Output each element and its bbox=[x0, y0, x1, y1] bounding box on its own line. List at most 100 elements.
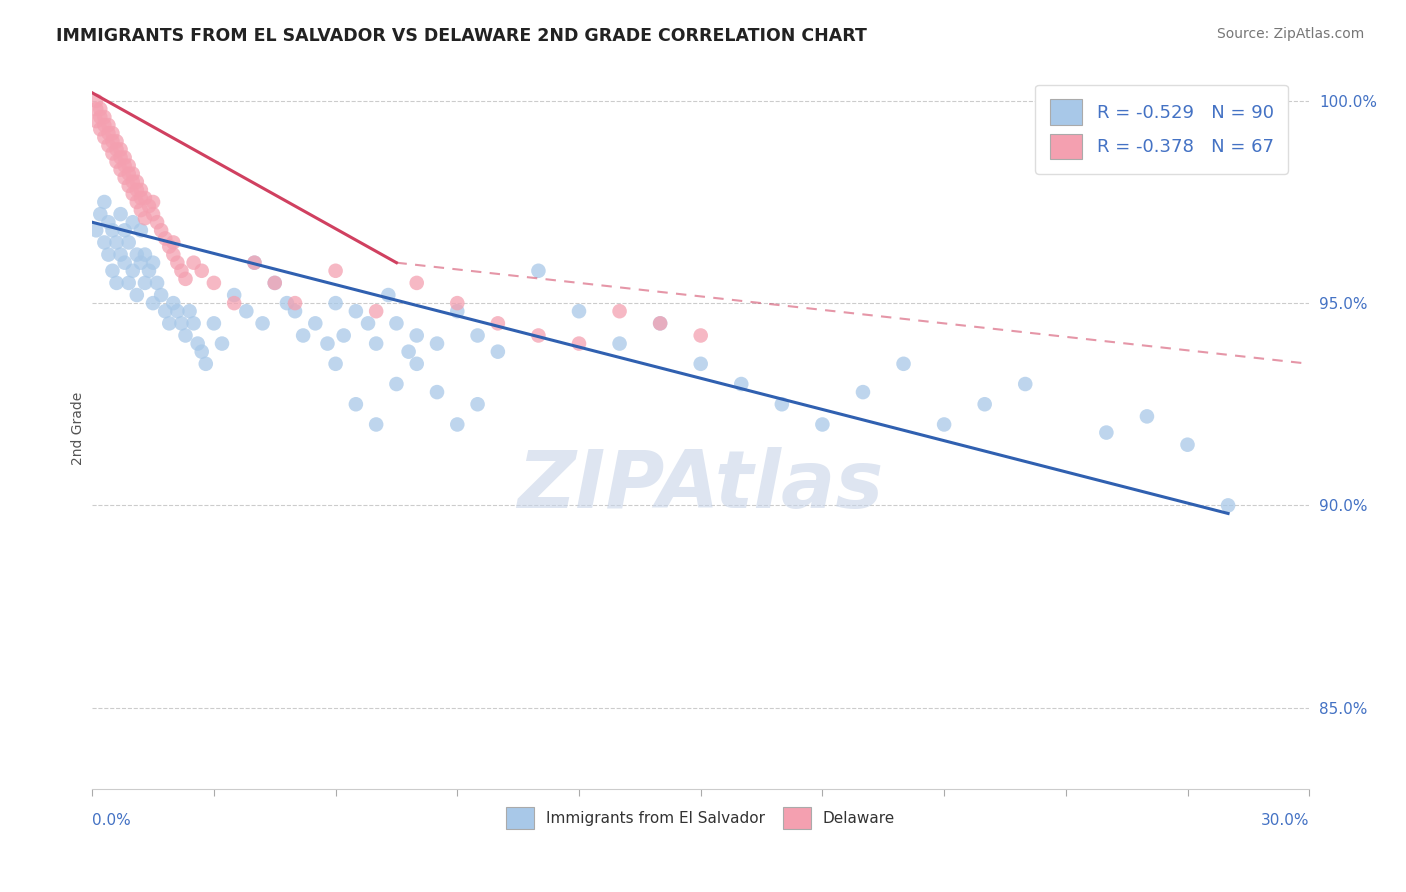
Point bbox=[118, 167, 141, 181]
Point bbox=[467, 328, 489, 343]
Point bbox=[114, 223, 136, 237]
Point bbox=[183, 255, 205, 269]
Text: 0.0%: 0.0% bbox=[93, 813, 131, 828]
Point bbox=[446, 417, 468, 432]
Point bbox=[146, 215, 169, 229]
Point bbox=[170, 264, 193, 278]
Point bbox=[486, 344, 509, 359]
Point bbox=[263, 276, 285, 290]
Point bbox=[97, 138, 120, 153]
Point bbox=[110, 207, 132, 221]
Point bbox=[1014, 377, 1036, 392]
Point bbox=[527, 328, 550, 343]
Point bbox=[568, 336, 591, 351]
Point bbox=[125, 175, 148, 189]
Point bbox=[174, 328, 197, 343]
Point bbox=[142, 296, 165, 310]
Point bbox=[121, 175, 143, 189]
Point bbox=[344, 304, 367, 318]
Point bbox=[852, 385, 875, 400]
Point bbox=[118, 235, 141, 250]
Point bbox=[332, 328, 354, 343]
Text: 30.0%: 30.0% bbox=[1261, 813, 1309, 828]
Point bbox=[187, 336, 209, 351]
Point bbox=[134, 211, 156, 226]
Point bbox=[609, 336, 631, 351]
Point bbox=[89, 122, 111, 136]
Point bbox=[84, 94, 107, 108]
Point bbox=[276, 296, 298, 310]
Point bbox=[366, 304, 388, 318]
Point bbox=[84, 114, 107, 128]
Point bbox=[105, 235, 128, 250]
Point bbox=[263, 276, 285, 290]
Point bbox=[134, 276, 156, 290]
Point bbox=[118, 276, 141, 290]
Point bbox=[893, 357, 915, 371]
Point bbox=[129, 183, 152, 197]
Point bbox=[84, 223, 107, 237]
Point bbox=[325, 296, 347, 310]
Point bbox=[121, 167, 143, 181]
Point bbox=[730, 377, 752, 392]
Point bbox=[105, 276, 128, 290]
Point bbox=[110, 143, 132, 157]
Point bbox=[405, 357, 427, 371]
Point bbox=[142, 255, 165, 269]
Point bbox=[157, 317, 180, 331]
Point bbox=[689, 357, 711, 371]
Point bbox=[1177, 438, 1199, 452]
Point bbox=[166, 304, 188, 318]
Point bbox=[1136, 409, 1159, 424]
Point bbox=[174, 272, 197, 286]
Point bbox=[357, 317, 380, 331]
Point bbox=[689, 328, 711, 343]
Legend: Immigrants from El Salvador, Delaware: Immigrants from El Salvador, Delaware bbox=[501, 801, 901, 835]
Text: ZIPAtlas: ZIPAtlas bbox=[517, 447, 884, 525]
Point bbox=[89, 110, 111, 124]
Point bbox=[190, 264, 212, 278]
Point bbox=[284, 296, 307, 310]
Text: Source: ZipAtlas.com: Source: ZipAtlas.com bbox=[1216, 27, 1364, 41]
Point bbox=[125, 183, 148, 197]
Point bbox=[190, 344, 212, 359]
Text: IMMIGRANTS FROM EL SALVADOR VS DELAWARE 2ND GRADE CORRELATION CHART: IMMIGRANTS FROM EL SALVADOR VS DELAWARE … bbox=[56, 27, 868, 45]
Point bbox=[650, 317, 672, 331]
Point bbox=[467, 397, 489, 411]
Point bbox=[344, 397, 367, 411]
Point bbox=[316, 336, 339, 351]
Point bbox=[142, 194, 165, 209]
Point bbox=[121, 264, 143, 278]
Point bbox=[194, 357, 217, 371]
Point bbox=[101, 223, 124, 237]
Point bbox=[84, 102, 107, 116]
Point bbox=[129, 255, 152, 269]
Point bbox=[105, 143, 128, 157]
Point bbox=[486, 317, 509, 331]
Point bbox=[304, 317, 326, 331]
Point bbox=[93, 130, 115, 145]
Point bbox=[170, 317, 193, 331]
Point bbox=[1216, 499, 1239, 513]
Point bbox=[398, 344, 420, 359]
Point bbox=[202, 317, 225, 331]
Point bbox=[150, 223, 173, 237]
Point bbox=[93, 194, 115, 209]
Point bbox=[125, 247, 148, 261]
Point bbox=[183, 317, 205, 331]
Point bbox=[426, 385, 449, 400]
Point bbox=[134, 247, 156, 261]
Point bbox=[101, 134, 124, 148]
Point bbox=[252, 317, 274, 331]
Point bbox=[224, 288, 246, 302]
Point bbox=[811, 417, 834, 432]
Point bbox=[1095, 425, 1118, 440]
Point bbox=[110, 162, 132, 177]
Point bbox=[101, 264, 124, 278]
Point bbox=[211, 336, 233, 351]
Point bbox=[93, 110, 115, 124]
Point bbox=[89, 207, 111, 221]
Point bbox=[150, 288, 173, 302]
Point bbox=[101, 126, 124, 140]
Point bbox=[446, 304, 468, 318]
